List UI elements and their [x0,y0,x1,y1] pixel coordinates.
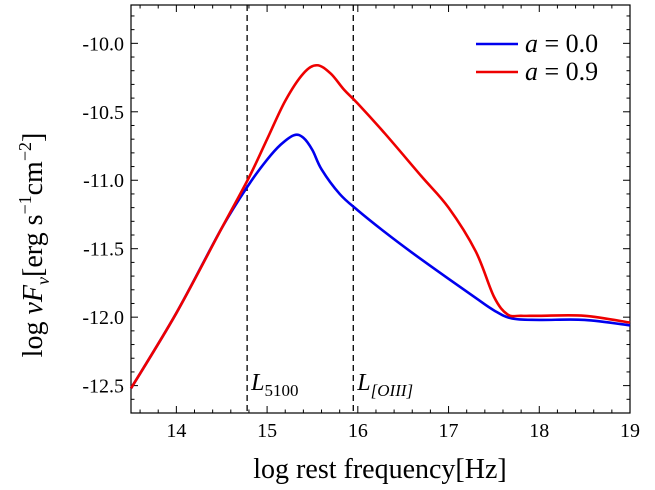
x-tick-label: 19 [620,420,640,442]
x-tick-label: 16 [348,420,368,442]
series-line-a9 [129,63,631,390]
y-title-exp1: −1 [15,195,35,214]
x-axis-title: log rest frequency[Hz] [253,454,506,485]
legend-label-1: a = 0.0 [525,29,598,58]
axis-ticks [131,5,631,413]
y-title-nu: ν [18,302,49,315]
plot-frame [130,4,631,414]
svg-text:log νFν[erg s−1cm−2]: log νFν[erg s−1cm−2] [15,133,53,358]
y-tick-label: -11.0 [83,170,124,192]
y-title-f-sub: ν [33,277,53,285]
vline-label-2: L[OIII] [356,370,413,400]
y-title-cm: cm [18,161,49,195]
y-title-close: ] [18,133,49,142]
tick-labels: 14 15 16 17 18 19 -10.0 -10.5 -11.0 -11.5 -12.0 -12… [82,33,640,442]
series-lines [129,63,631,390]
x-tick-label: 17 [439,420,459,442]
vline-label-1: L5100 [250,370,298,400]
series-line-a0 [129,133,631,390]
y-title-f: F [18,284,49,303]
reference-lines: L5100 L[OIII] [246,5,413,413]
plot-border [130,4,631,414]
y-tick-label: -10.0 [82,33,124,55]
x-tick-label: 15 [257,420,277,442]
legend-label-2: a = 0.9 [525,57,598,86]
y-axis-title: log νFν[erg s−1cm−2] [15,133,53,358]
y-tick-label: -12.0 [82,307,124,329]
y-title-exp2: −2 [15,142,35,161]
x-tick-label: 18 [529,420,549,442]
legend: a = 0.0a = 0.9 [476,29,598,86]
y-tick-label: -12.5 [82,376,124,398]
y-title-log: log [18,315,49,358]
x-tick-label: 14 [166,420,186,442]
y-tick-label: -11.5 [83,239,124,261]
y-tick-label: -10.5 [82,102,124,124]
y-title-units-open: [erg s [18,215,49,277]
